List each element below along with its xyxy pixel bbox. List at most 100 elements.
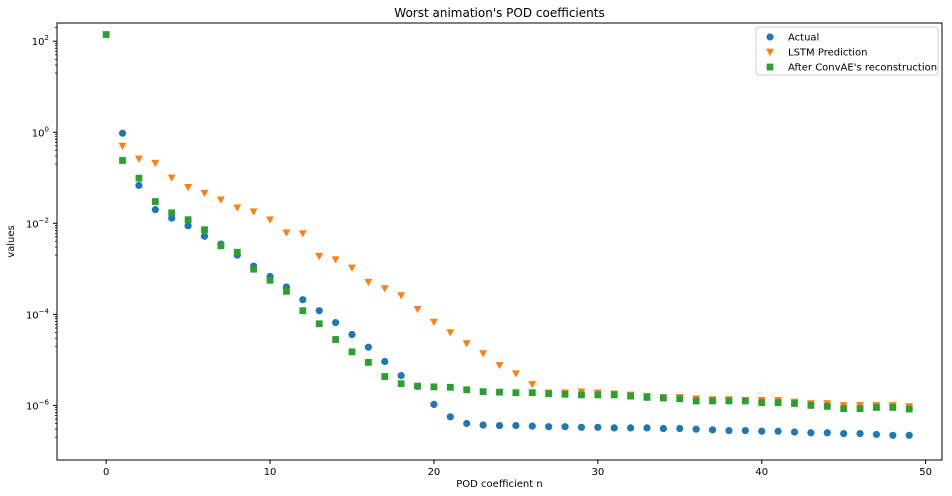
series-1-point [511, 370, 520, 378]
series-2-point [102, 31, 110, 38]
series-0-point [708, 426, 717, 434]
series-2-point [364, 358, 372, 366]
series-2-point [873, 404, 880, 411]
series-0-point [872, 430, 881, 439]
series-2-point [135, 174, 143, 182]
series-1-point [249, 208, 258, 216]
legend-label: After ConvAE's reconstruction [788, 63, 937, 74]
series-0-point [430, 400, 438, 409]
series-2-point [414, 382, 421, 390]
series-2-point [496, 388, 503, 396]
series-2-point [299, 307, 307, 315]
x-tick-label: 30 [591, 467, 604, 478]
series-2-point [397, 380, 405, 388]
series-2-point [578, 391, 585, 399]
series-2-point [348, 348, 356, 356]
y-tick-base: 10 [26, 401, 39, 412]
y-tick-base: 10 [26, 310, 39, 321]
series-0-point [905, 431, 913, 439]
series-2-point [659, 394, 667, 402]
legend-box [755, 26, 939, 76]
series-0-point [889, 431, 897, 439]
legend-label: LSTM Prediction [788, 48, 868, 59]
legend-marker [766, 63, 774, 71]
x-tick-label: 50 [919, 467, 932, 478]
series-0-point [135, 181, 143, 189]
series-0-point [840, 429, 848, 438]
y-tick-base: 10 [26, 219, 39, 230]
series-0-point [643, 424, 651, 432]
series-0-point [151, 205, 159, 214]
legend-marker [766, 33, 774, 41]
series-2-point [479, 388, 487, 396]
series-2-point [463, 386, 471, 394]
series-2-point [250, 265, 258, 273]
series-0-point [118, 129, 127, 137]
series-2-point [856, 405, 864, 412]
series-1-point [413, 305, 422, 314]
y-tick-exponent: −2 [39, 216, 49, 224]
y-tick-exponent: −4 [39, 307, 50, 315]
x-tick-label: 0 [103, 467, 109, 478]
series-2-point [184, 216, 192, 224]
series-0-point [577, 423, 586, 431]
series-2-point [283, 287, 290, 295]
series-0-point [692, 425, 700, 433]
series-2-point [807, 401, 815, 409]
series-0-point [659, 424, 667, 433]
series-2-point [332, 336, 340, 343]
chart-title: Worst animation's POD coefficients [394, 6, 604, 20]
series-1-point [397, 292, 406, 300]
series-1-point [118, 142, 127, 150]
series-0-point [299, 296, 307, 304]
series-0-point [381, 357, 389, 366]
series-2-point [315, 320, 323, 328]
data-marks [102, 31, 914, 439]
series-1-point [200, 189, 209, 198]
series-2-point [774, 399, 782, 407]
series-2-point [823, 402, 831, 410]
series-0-point [315, 307, 323, 315]
series-0-point [545, 423, 553, 431]
y-tick-label: 10−4 [26, 307, 50, 321]
series-1-point [315, 252, 324, 261]
series-2-point [430, 383, 438, 391]
series-2-point [446, 383, 454, 391]
x-tick-label: 10 [264, 467, 277, 478]
series-0-point [463, 419, 471, 428]
series-0-point [495, 421, 504, 430]
series-0-point [332, 318, 340, 327]
series-1-point [134, 155, 143, 163]
series-1-point [479, 350, 488, 358]
series-2-point [201, 226, 208, 234]
y-tick-exponent: 2 [45, 34, 49, 42]
y-tick-label: 10−6 [26, 398, 50, 412]
series-0-point [561, 423, 569, 431]
series-2-point [840, 405, 848, 412]
legend: Actual LSTM Prediction After ConvAE's reco… [755, 26, 939, 76]
series-0-point [397, 372, 405, 380]
series-0-point [512, 421, 520, 430]
series-1-point [216, 196, 225, 204]
series-1-point [167, 174, 176, 182]
series-0-point [479, 421, 487, 429]
y-tick-exponent: −6 [39, 398, 50, 406]
series-0-point [807, 429, 815, 437]
series-1-point [298, 230, 307, 238]
series-2-point [151, 198, 159, 205]
series-1-point [446, 329, 455, 337]
legend-label: Actual [788, 33, 819, 44]
series-0-point [348, 330, 356, 339]
y-axis-title: values [6, 225, 17, 258]
x-tick-label: 20 [428, 467, 441, 478]
series-2-point [561, 390, 569, 398]
y-tick-label: 102 [32, 34, 49, 48]
series-2-point [266, 276, 274, 284]
series-2-point [676, 395, 684, 403]
x-axis-title: POD coefficient n [456, 479, 542, 490]
y-tick-label: 100 [32, 125, 49, 139]
series-0-point [594, 423, 602, 431]
series-0-point [758, 427, 766, 435]
series-0-point [676, 424, 684, 433]
